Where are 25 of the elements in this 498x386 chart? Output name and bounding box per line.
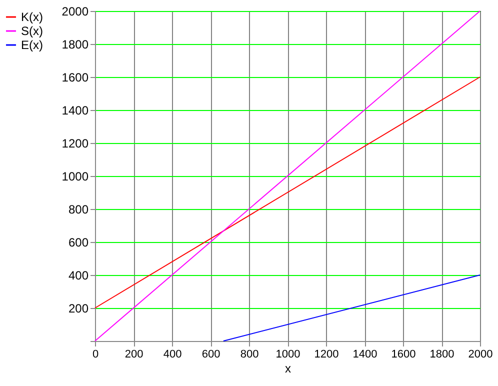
x-tick-label: 1400 [352, 348, 378, 360]
x-tick-label: 1200 [314, 348, 339, 360]
x-tick-label: 0 [92, 348, 99, 360]
y-tick-label: 400 [68, 268, 89, 282]
x-axis-title: x [285, 362, 291, 376]
y-tick-label: 200 [68, 302, 89, 316]
y-tick-label: 1400 [62, 104, 89, 118]
y-tick-label: 2000 [62, 4, 89, 18]
legend-label: E(x) [21, 38, 43, 52]
y-tick-label: 1600 [62, 70, 89, 84]
y-tick-label: 1000 [62, 170, 89, 184]
y-tick-label: 800 [68, 202, 89, 216]
legend-label: S(x) [21, 24, 43, 38]
x-tick-label: 400 [163, 348, 182, 360]
y-tick-label: 1200 [62, 136, 89, 150]
x-tick-label: 800 [240, 348, 259, 360]
x-tick-label: 1000 [276, 348, 300, 360]
x-tick-label: 200 [124, 348, 144, 360]
x-tick-label: 1800 [430, 348, 454, 360]
y-tick-label: 1800 [62, 38, 89, 52]
legend-label: K(x) [21, 10, 43, 24]
x-tick-label: 600 [202, 348, 220, 360]
y-tick-label: 600 [68, 236, 89, 250]
x-tick-label: 2000 [468, 348, 493, 360]
x-tick-label: 1600 [391, 348, 416, 360]
